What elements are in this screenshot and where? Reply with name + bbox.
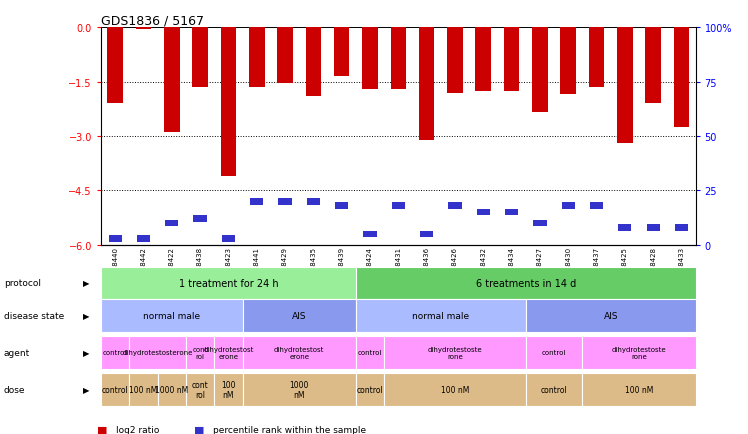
Bar	[505, 210, 518, 216]
Text: AIS: AIS	[292, 311, 307, 320]
Text: ■: ■	[194, 425, 205, 434]
Bar	[108, 236, 122, 242]
Bar	[476, 28, 491, 92]
Bar	[164, 28, 180, 133]
Text: 1 treatment for 24 h: 1 treatment for 24 h	[179, 278, 278, 288]
Bar	[334, 28, 349, 77]
Bar	[364, 231, 376, 238]
Text: 100 nM: 100 nM	[625, 385, 653, 394]
Bar	[392, 203, 405, 209]
Bar	[306, 28, 321, 97]
Bar	[278, 199, 292, 205]
Text: ▶: ▶	[83, 385, 89, 394]
Text: normal male: normal male	[143, 311, 200, 320]
Bar	[335, 203, 349, 209]
Text: cont
rol: cont rol	[192, 346, 208, 359]
Bar	[420, 231, 433, 238]
Text: 1000 nM: 1000 nM	[155, 385, 188, 394]
Text: normal male: normal male	[412, 311, 469, 320]
Text: control: control	[357, 385, 384, 394]
Bar	[476, 210, 490, 216]
Bar	[135, 28, 151, 30]
Bar	[194, 216, 206, 222]
Text: dihydrotestosterone: dihydrotestosterone	[123, 350, 193, 355]
Text: dihydrotestost
erone: dihydrotestost erone	[203, 346, 254, 359]
Bar	[532, 28, 548, 113]
Text: control: control	[103, 350, 127, 355]
Text: control: control	[541, 385, 568, 394]
Bar	[278, 28, 292, 84]
Bar	[222, 236, 235, 242]
Text: ■: ■	[97, 425, 108, 434]
Text: dihydrotestost
erone: dihydrotestost erone	[274, 346, 325, 359]
Bar	[448, 203, 462, 209]
Bar	[646, 28, 661, 104]
Text: 6 treatments in 14 d: 6 treatments in 14 d	[476, 278, 576, 288]
Text: 100 nM: 100 nM	[441, 385, 469, 394]
Bar	[192, 28, 208, 88]
Bar	[362, 28, 378, 90]
Text: ▶: ▶	[83, 311, 89, 320]
Text: agent: agent	[4, 348, 30, 357]
Text: disease state: disease state	[4, 311, 64, 320]
Text: AIS: AIS	[604, 311, 618, 320]
Text: protocol: protocol	[4, 279, 40, 288]
Bar	[646, 225, 660, 231]
Text: ▶: ▶	[83, 279, 89, 288]
Text: control: control	[542, 350, 566, 355]
Bar	[589, 28, 604, 88]
Text: dihydrotestoste
rone: dihydrotestoste rone	[612, 346, 666, 359]
Bar	[560, 28, 576, 95]
Text: 100 nM: 100 nM	[129, 385, 158, 394]
Bar	[617, 28, 633, 144]
Bar	[390, 28, 406, 90]
Bar	[447, 28, 463, 93]
Bar	[307, 199, 320, 205]
Text: 100
nM: 100 nM	[221, 380, 236, 399]
Text: GDS1836 / 5167: GDS1836 / 5167	[101, 14, 204, 27]
Bar	[249, 28, 265, 88]
Bar	[590, 203, 603, 209]
Bar	[533, 220, 547, 227]
Bar	[562, 203, 574, 209]
Text: cont
rol: cont rol	[191, 380, 209, 399]
Text: control: control	[102, 385, 129, 394]
Bar	[674, 28, 689, 128]
Bar	[675, 225, 688, 231]
Text: dose: dose	[4, 385, 25, 394]
Text: log2 ratio: log2 ratio	[116, 425, 159, 434]
Bar	[250, 199, 263, 205]
Bar	[419, 28, 435, 140]
Bar	[137, 236, 150, 242]
Text: ▶: ▶	[83, 348, 89, 357]
Text: percentile rank within the sample: percentile rank within the sample	[213, 425, 367, 434]
Bar	[221, 28, 236, 177]
Text: dihydrotestoste
rone: dihydrotestoste rone	[428, 346, 482, 359]
Bar	[619, 225, 631, 231]
Bar	[504, 28, 519, 92]
Text: control: control	[358, 350, 382, 355]
Bar	[165, 220, 178, 227]
Bar	[108, 28, 123, 104]
Text: 1000
nM: 1000 nM	[289, 380, 309, 399]
